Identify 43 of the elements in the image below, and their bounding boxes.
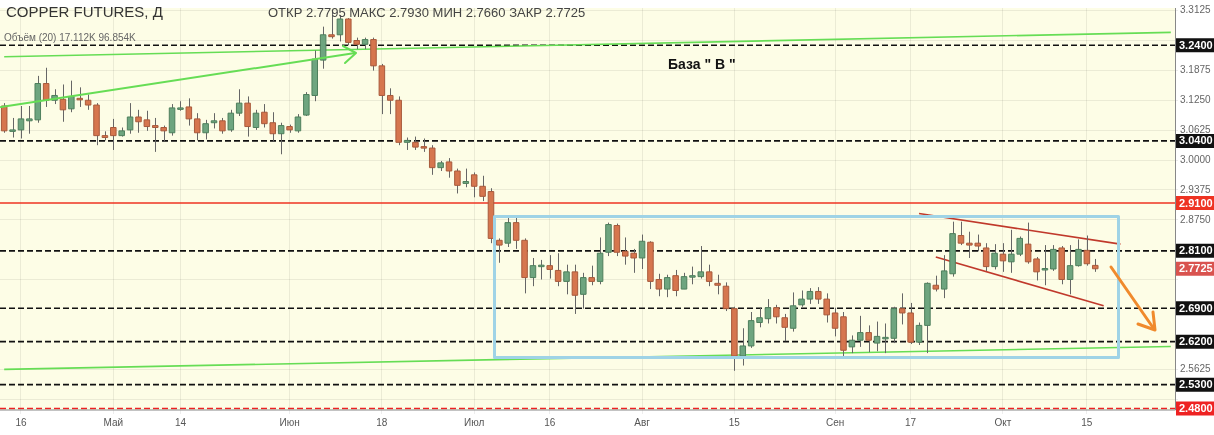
candlestick [857, 315, 864, 348]
x-tick-label: 17 [905, 416, 917, 428]
candlestick [865, 324, 872, 353]
y-tick-label: 3.0625 [1180, 123, 1212, 135]
y-tick-label: 3.3125 [1180, 4, 1212, 16]
candlestick [546, 254, 553, 280]
candlestick [588, 265, 595, 286]
x-tick-label: Окт [994, 416, 1012, 428]
x-tick-label: Июл [464, 416, 485, 428]
ref-line-label: 2.8100 [1179, 244, 1213, 257]
chart-subtitle: ОТКР 2.7795 МАКС 2.7930 МИН 2.7660 ЗАКР 2.7725 [268, 5, 586, 20]
y-tick-label: 3.0000 [1180, 153, 1212, 165]
annotation: 2.7725 [1179, 262, 1213, 275]
x-tick-label: 16 [15, 416, 27, 428]
x-tick-label: Сен [825, 416, 845, 428]
candlestick [781, 313, 788, 342]
ref-line-label: 2.9100 [1179, 196, 1213, 209]
chart-title: COPPER FUTURES, Д [6, 3, 163, 20]
x-tick-label: Май [103, 416, 124, 428]
y-tick-label: 2.8750 [1180, 213, 1212, 225]
x-tick-label: Июн [279, 416, 300, 428]
x-tick-label: Авг [634, 416, 651, 428]
ref-line-label: 2.6900 [1179, 301, 1213, 314]
ref-line-label: 2.5300 [1179, 378, 1213, 391]
candlestick [672, 269, 679, 297]
y-tick-label: 2.5625 [1180, 362, 1212, 374]
y-tick-label: 3.1250 [1180, 94, 1212, 105]
annotation: База " В " [668, 56, 736, 72]
y-tick-label: 3.1875 [1180, 64, 1212, 76]
x-tick-label: 15 [728, 416, 741, 428]
candlestick [580, 272, 587, 310]
x-tick-label: 16 [544, 416, 556, 428]
x-tick-label: 18 [376, 416, 388, 428]
ref-line-label: 3.0400 [1179, 134, 1213, 147]
y-tick-label: 2.9375 [1180, 183, 1212, 195]
x-tick-label: 14 [174, 416, 187, 428]
ref-line-label: 2.6200 [1179, 335, 1213, 348]
candlestick [9, 117, 16, 139]
x-tick-label: 15 [1081, 416, 1093, 428]
ref-line-label: 3.2400 [1179, 38, 1213, 51]
ref-line-label: 2.4800 [1179, 402, 1213, 415]
candlestick [563, 264, 570, 295]
annotation: Объём (20) 17.112K 96.854K [4, 32, 136, 43]
